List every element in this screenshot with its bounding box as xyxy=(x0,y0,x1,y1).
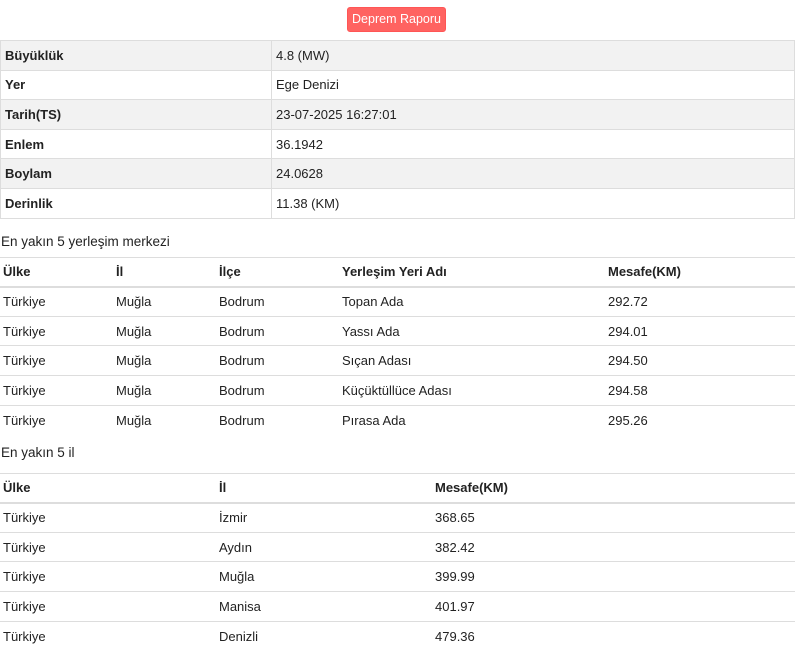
table-cell: Bodrum xyxy=(216,404,339,435)
info-label: Tarih(TS) xyxy=(0,99,272,130)
earthquake-info-table: Büyüklük 4.8 (MW) Yer Ege Denizi Tarih(TS) 23… xyxy=(0,40,795,219)
table-row: Türkiye İzmir 368.65 xyxy=(0,502,795,533)
table-cell: Türkiye xyxy=(0,404,113,435)
column-header: Ülke xyxy=(0,256,113,288)
table-row: Türkiye Aydın 382.42 xyxy=(0,531,795,562)
column-header: İlçe xyxy=(216,256,339,288)
info-value: 4.8 (MW) xyxy=(271,40,795,71)
table-cell: 295.26 xyxy=(605,404,795,435)
table-cell: Türkiye xyxy=(0,374,113,406)
table-cell: Bodrum xyxy=(216,315,339,346)
table-cell: 292.72 xyxy=(605,286,795,317)
info-row: Derinlik 11.38 (KM) xyxy=(0,187,795,219)
table-cell: Bodrum xyxy=(216,286,339,317)
table-cell: Türkiye xyxy=(0,286,113,317)
table-cell: Muğla xyxy=(113,404,216,435)
table-cell: Bodrum xyxy=(216,374,339,406)
column-header: Mesafe(KM) xyxy=(605,256,795,288)
table-cell: 294.50 xyxy=(605,345,795,376)
table-cell: Muğla xyxy=(113,345,216,376)
info-label: Yer xyxy=(0,69,272,101)
info-row: Yer Ege Denizi xyxy=(0,69,795,101)
table-cell: Türkiye xyxy=(0,591,216,622)
table-cell: Türkiye xyxy=(0,561,216,592)
table-cell: Sıçan Adası xyxy=(339,345,605,376)
table-cell: Bodrum xyxy=(216,345,339,376)
table-cell: 294.58 xyxy=(605,374,795,406)
table-cell: Pırasa Ada xyxy=(339,404,605,435)
table-cell: Denizli xyxy=(216,620,432,651)
table-cell: İzmir xyxy=(216,502,432,533)
info-value: 23-07-2025 16:27:01 xyxy=(271,99,795,130)
table-row: Türkiye Muğla 399.99 xyxy=(0,561,795,592)
table-cell: Topan Ada xyxy=(339,286,605,317)
table-cell: Manisa xyxy=(216,591,432,622)
info-label: Boylam xyxy=(0,158,272,189)
table-row: Türkiye Denizli 479.36 xyxy=(0,620,795,651)
info-value: 36.1942 xyxy=(271,128,795,160)
table-cell: Aydın xyxy=(216,531,432,562)
table-row: Türkiye Muğla Bodrum Sıçan Adası 294.50 xyxy=(0,345,795,376)
table-cell: Türkiye xyxy=(0,345,113,376)
info-value: Ege Denizi xyxy=(271,69,795,101)
table-cell: 399.99 xyxy=(432,561,795,592)
provinces-table: Ülke İl Mesafe(KM) Türkiye İzmir 368.65 Türkiy… xyxy=(0,472,795,651)
table-cell: 294.01 xyxy=(605,315,795,346)
earthquake-report-button[interactable]: Deprem Raporu xyxy=(347,7,446,32)
table-row: Türkiye Muğla Bodrum Topan Ada 292.72 xyxy=(0,286,795,317)
column-header: Ülke xyxy=(0,472,216,504)
table-cell: Muğla xyxy=(216,561,432,592)
table-row: Türkiye Muğla Bodrum Pırasa Ada 295.26 xyxy=(0,404,795,435)
info-row: Boylam 24.0628 xyxy=(0,158,795,189)
info-label: Büyüklük xyxy=(0,40,272,71)
column-header: İl xyxy=(113,256,216,288)
table-cell: 479.36 xyxy=(432,620,795,651)
table-cell: Türkiye xyxy=(0,315,113,346)
info-label: Derinlik xyxy=(0,187,272,219)
column-header: Mesafe(KM) xyxy=(432,472,795,504)
table-row: Türkiye Muğla Bodrum Yassı Ada 294.01 xyxy=(0,315,795,346)
info-row: Enlem 36.1942 xyxy=(0,128,795,160)
table-cell: Muğla xyxy=(113,315,216,346)
info-label: Enlem xyxy=(0,128,272,160)
table-cell: Muğla xyxy=(113,286,216,317)
table-cell: 368.65 xyxy=(432,502,795,533)
info-row: Büyüklük 4.8 (MW) xyxy=(0,40,795,71)
table-cell: Türkiye xyxy=(0,502,216,533)
provinces-title: En yakın 5 il xyxy=(1,444,75,460)
table-cell: Türkiye xyxy=(0,531,216,562)
table-cell: Küçüktüllüce Adası xyxy=(339,374,605,406)
top-bar: Deprem Raporu xyxy=(0,0,800,40)
table-row: Türkiye Muğla Bodrum Küçüktüllüce Adası 294.… xyxy=(0,374,795,406)
settlements-title: En yakın 5 yerleşim merkezi xyxy=(1,233,170,249)
info-value: 24.0628 xyxy=(271,158,795,189)
column-header: Yerleşim Yeri Adı xyxy=(339,256,605,288)
table-row: Türkiye Manisa 401.97 xyxy=(0,591,795,622)
table-cell: Yassı Ada xyxy=(339,315,605,346)
table-cell: 382.42 xyxy=(432,531,795,562)
table-cell: Türkiye xyxy=(0,620,216,651)
info-row: Tarih(TS) 23-07-2025 16:27:01 xyxy=(0,99,795,130)
settlements-table: Ülke İl İlçe Yerleşim Yeri Adı Mesafe(KM) Tür… xyxy=(0,256,795,435)
info-value: 11.38 (KM) xyxy=(271,187,795,219)
column-header: İl xyxy=(216,472,432,504)
table-cell: 401.97 xyxy=(432,591,795,622)
table-cell: Muğla xyxy=(113,374,216,406)
